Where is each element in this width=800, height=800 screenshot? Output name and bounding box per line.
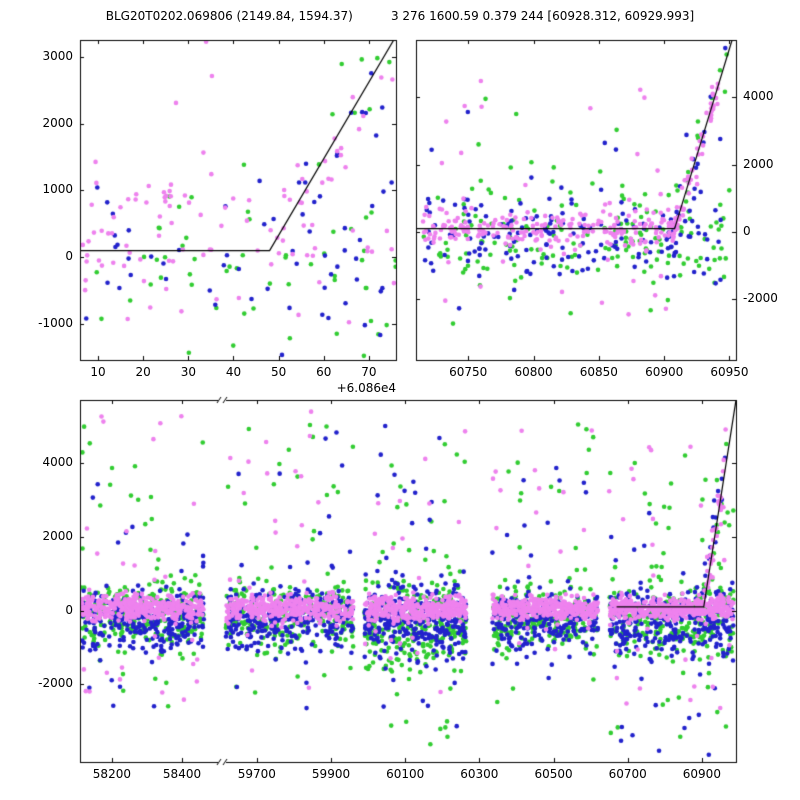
chart-title: BLG20T0202.069806 (2149.84, 1594.37) 3 2… <box>105 9 695 23</box>
